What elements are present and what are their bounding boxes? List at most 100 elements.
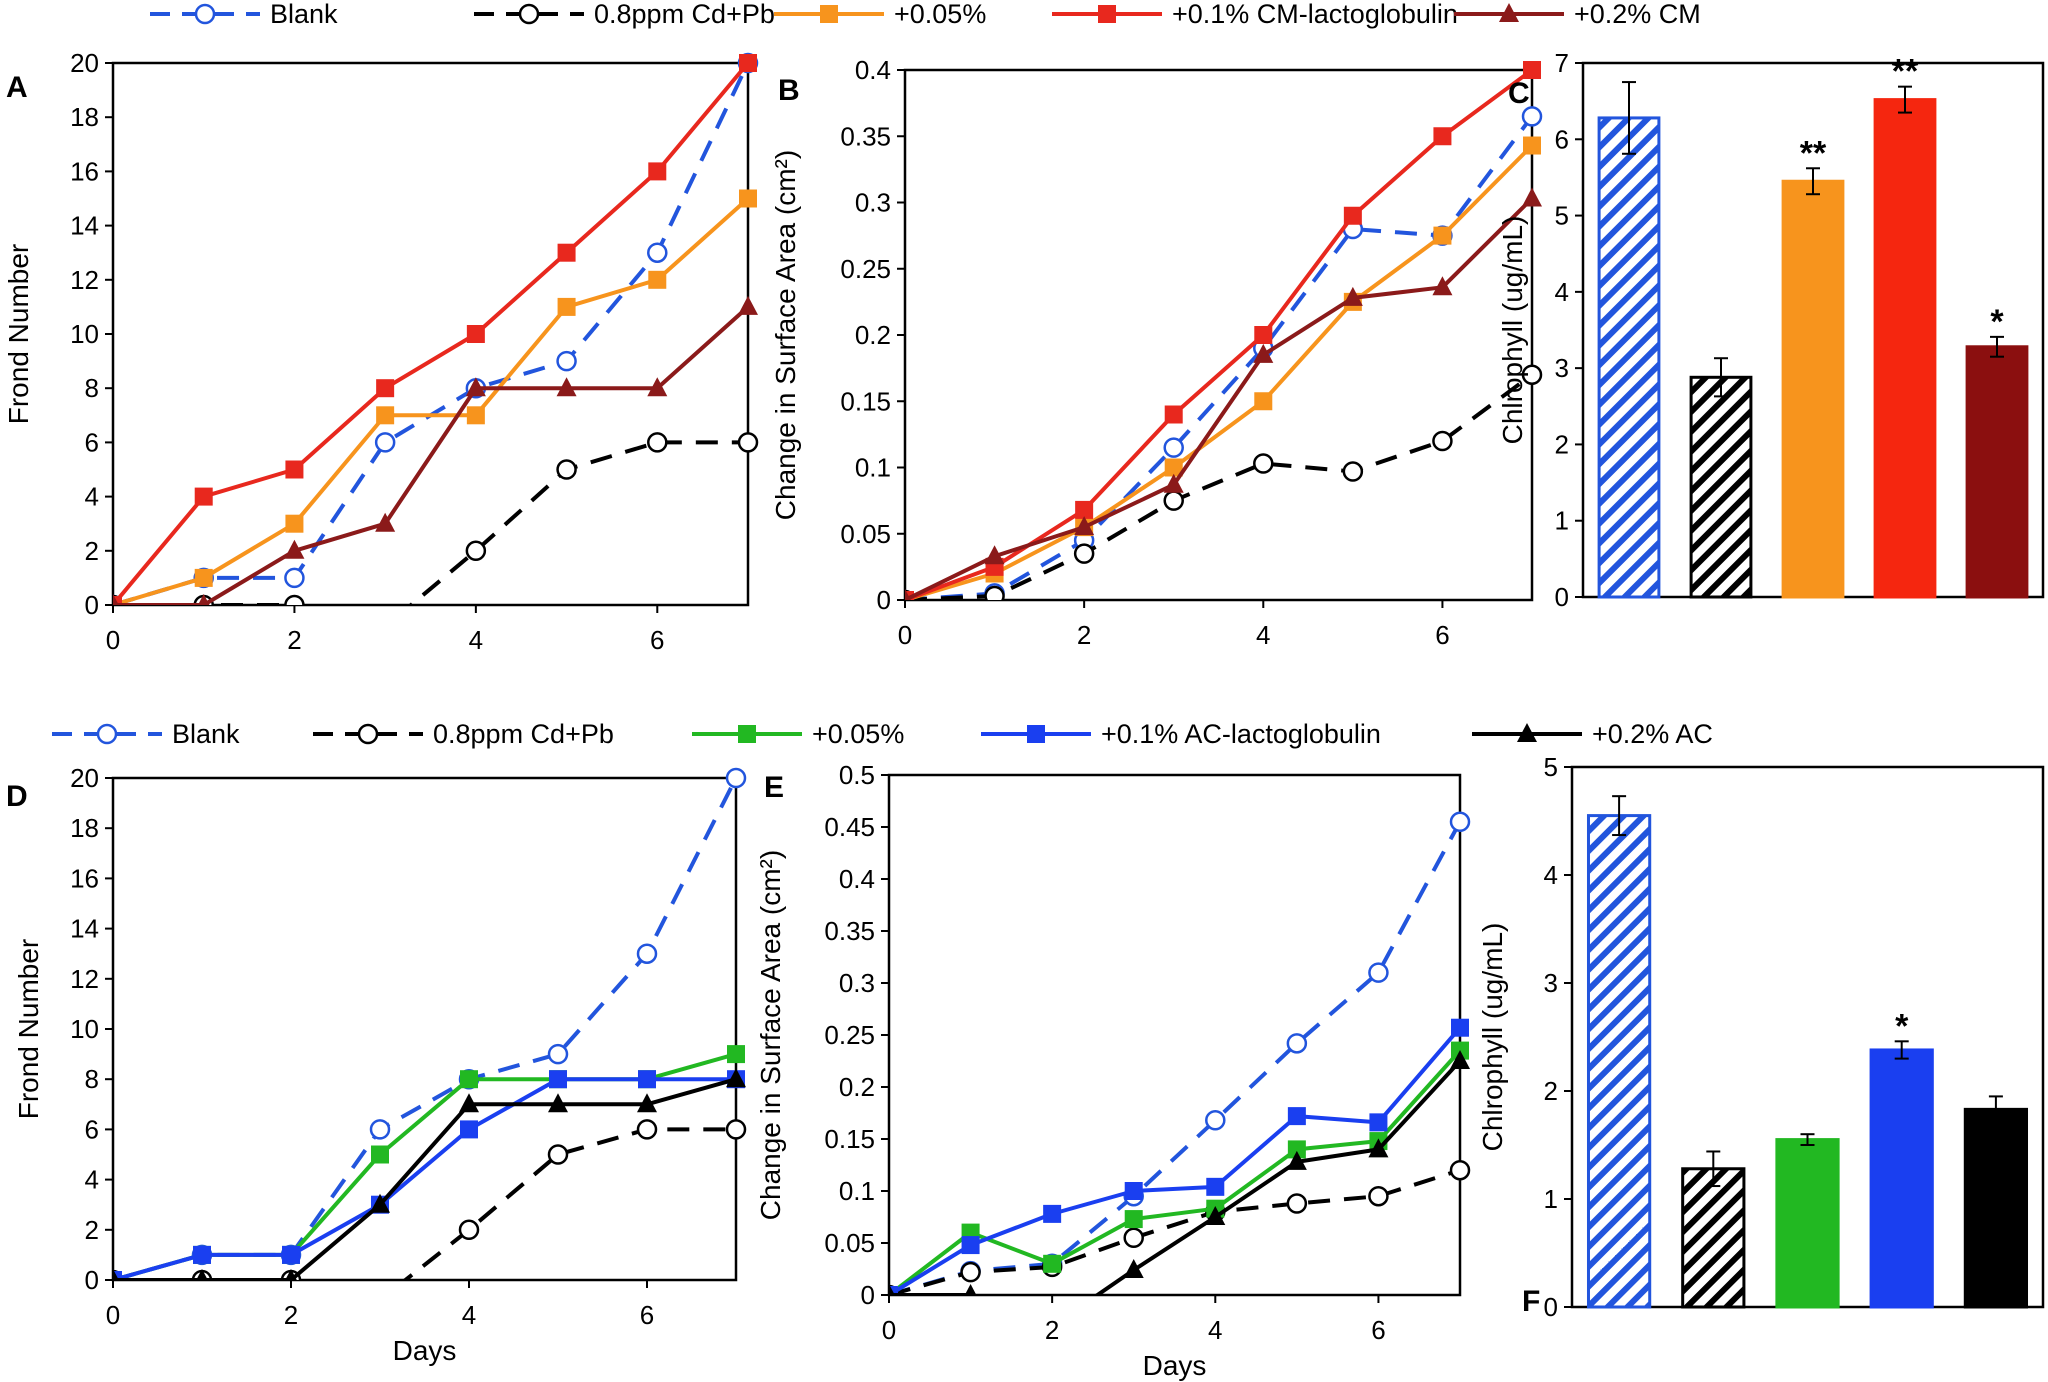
significance-label: * [1990, 303, 2004, 341]
series-line [113, 61, 750, 605]
y-tick-label: 0 [1544, 1292, 1558, 1322]
data-point [648, 162, 667, 181]
data-point [1432, 430, 1453, 452]
y-tick-label: 0.3 [855, 188, 891, 218]
x-tick-label: 6 [650, 625, 664, 655]
legend-label: 0.8ppm Cd+Pb [594, 0, 775, 29]
panel-b: B 0 0.05 0.1 0.15 0.2 0.25 0.3 0.35 0.4 Change in … [770, 55, 1543, 650]
plot-frame [903, 68, 1534, 602]
significance-label: ** [1892, 53, 1919, 91]
data-point [1073, 543, 1095, 564]
legend-item: +0.2% CM [1454, 0, 1701, 29]
data-point [285, 460, 304, 479]
data-point [1523, 61, 1541, 79]
y-axis-label: Change in Surface Area (cm²) [770, 150, 801, 520]
legend-1: Blank 0.8ppm Cd+Pb +0.05% +0.1% CM-lactoglo… [150, 0, 1701, 29]
legend-label: +0.1% CM-lactoglobulin [1172, 0, 1458, 29]
data-point [370, 1193, 390, 1213]
y-tick-label: 4 [85, 1165, 99, 1195]
data-point [284, 594, 305, 605]
y-tick-label: 0.25 [824, 1020, 875, 1050]
y-tick-label: 0.3 [839, 968, 875, 998]
data-point [725, 1119, 747, 1140]
data-point [1163, 473, 1184, 493]
x-tick-label: 4 [469, 625, 483, 655]
data-point [1433, 226, 1452, 245]
plot-frame [111, 776, 738, 1282]
data-point [557, 297, 576, 316]
y-axis-label: Frond Number [13, 939, 44, 1120]
x-tick-label: 2 [284, 1300, 298, 1330]
data-point [1164, 458, 1183, 477]
data-point [285, 514, 304, 533]
data-point [964, 1284, 977, 1295]
data-point [556, 377, 577, 397]
data-point [113, 1271, 122, 1280]
x-tick-label: 0 [106, 625, 120, 655]
bar-group [1681, 1150, 1746, 1309]
y-tick-label: 20 [70, 763, 99, 793]
series-1 [113, 767, 747, 1280]
bar [1963, 1107, 2029, 1309]
series-3 [113, 189, 757, 605]
bar [1965, 345, 2029, 599]
series-4 [889, 1018, 1469, 1295]
legend-label: Blank [172, 719, 240, 749]
data-point [466, 325, 485, 343]
y-tick-label: 8 [85, 1064, 99, 1094]
y-tick-label: 10 [70, 319, 99, 349]
data-point [1074, 516, 1095, 536]
y-tick-label: 0.5 [839, 760, 875, 790]
series-line [905, 373, 1534, 600]
data-point [285, 1269, 297, 1280]
data-point [1450, 1050, 1470, 1069]
bar [1869, 1048, 1934, 1309]
bar [1689, 375, 1753, 599]
bar-group: * [1869, 1007, 1934, 1309]
x-tick-label: 2 [1045, 1315, 1059, 1345]
y-tick-label: 3 [1544, 968, 1558, 998]
series-line [905, 144, 1534, 600]
bar [1681, 1167, 1746, 1309]
data-point [637, 1093, 657, 1113]
data-point [375, 512, 396, 532]
y-tick-label: 0.4 [855, 55, 891, 85]
panel-letter: B [778, 74, 800, 107]
y-tick-label: 0 [85, 1265, 99, 1295]
series-line [905, 197, 1534, 600]
bar [1586, 814, 1652, 1309]
y-tick-label: 4 [85, 482, 99, 512]
y-tick-label: 12 [70, 964, 99, 994]
series-layer [113, 767, 747, 1280]
legend-item: +0.2% AC [1472, 719, 1713, 749]
series-line [889, 1049, 1462, 1295]
data-point [193, 1245, 211, 1264]
data-point [1286, 1033, 1308, 1054]
data-point [1368, 962, 1389, 983]
data-point [284, 539, 305, 559]
legend-2: Blank 0.8ppm Cd+Pb +0.05% +0.1% AC-lactoglo… [52, 719, 1713, 749]
series-line [113, 777, 738, 1280]
legend-item: Blank [52, 719, 240, 749]
data-point [1368, 1138, 1389, 1158]
plot-frame [887, 773, 1462, 1297]
y-tick-label: 18 [70, 813, 99, 843]
legend-marker [1027, 725, 1045, 743]
data-point [647, 432, 668, 453]
legend-marker [518, 3, 540, 25]
data-point [556, 459, 577, 480]
data-point [1433, 127, 1452, 146]
bar-group [1597, 81, 1661, 599]
x-tick-label: 0 [106, 1300, 120, 1330]
data-point [1343, 206, 1362, 225]
data-point [636, 943, 658, 964]
x-tick-label: 4 [1256, 620, 1270, 650]
y-tick-label: 0.35 [824, 916, 875, 946]
y-tick-label: 0.25 [840, 254, 891, 284]
series-line [113, 440, 748, 605]
series-2 [905, 364, 1543, 600]
bar-group [1963, 1095, 2029, 1309]
legend-item: 0.8ppm Cd+Pb [313, 719, 614, 749]
